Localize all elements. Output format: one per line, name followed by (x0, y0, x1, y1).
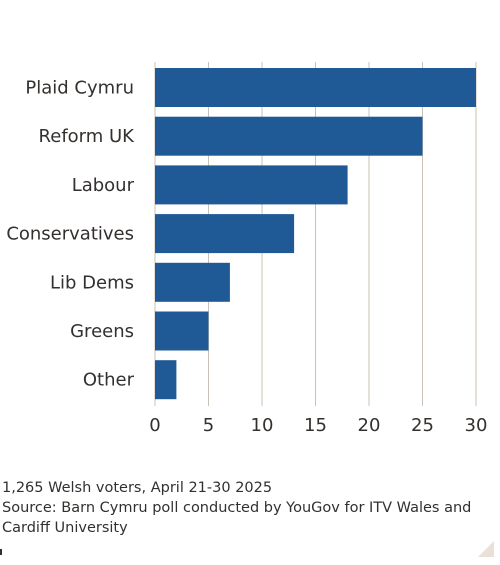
x-axis-ticks: 0 5 10 15 20 25 30 (149, 415, 487, 436)
sample-note: 1,265 Welsh voters, April 21-30 2025 (2, 480, 273, 496)
category-label: Conservatives (6, 224, 134, 245)
bar-other (155, 360, 177, 400)
category-label: Reform UK (39, 126, 136, 147)
category-label: Greens (70, 321, 134, 342)
category-label: Other (83, 370, 135, 391)
bar-lib-dems (155, 262, 230, 302)
category-label: Lib Dems (50, 272, 134, 293)
bars (155, 68, 476, 400)
corner-decoration (478, 541, 494, 557)
category-labels: Plaid Cymru Reform UK Labour Conservatives L… (6, 78, 135, 391)
x-tick-label: 15 (304, 415, 327, 436)
category-label: Plaid Cymru (25, 78, 134, 99)
bar-reform-uk (155, 116, 423, 156)
bar-conservatives (155, 214, 295, 254)
x-tick-label: 30 (465, 415, 488, 436)
bar-greens (155, 311, 209, 351)
bar-chart: Plaid Cymru Reform UK Labour Conservatives L… (6, 62, 487, 436)
bar-labour (155, 165, 348, 205)
x-tick-label: 5 (203, 415, 214, 436)
bar-plaid-cymru (155, 68, 476, 107)
x-tick-label: 25 (411, 415, 434, 436)
category-label: Labour (72, 175, 135, 196)
x-tick-label: 10 (251, 415, 274, 436)
x-tick-label: 0 (149, 415, 160, 436)
chart-footer: 1,265 Welsh voters, April 21-30 2025 Sou… (2, 478, 492, 538)
edge-mark (0, 549, 2, 555)
source-note: Source: Barn Cymru poll conducted by You… (2, 500, 472, 536)
x-tick-label: 20 (358, 415, 381, 436)
